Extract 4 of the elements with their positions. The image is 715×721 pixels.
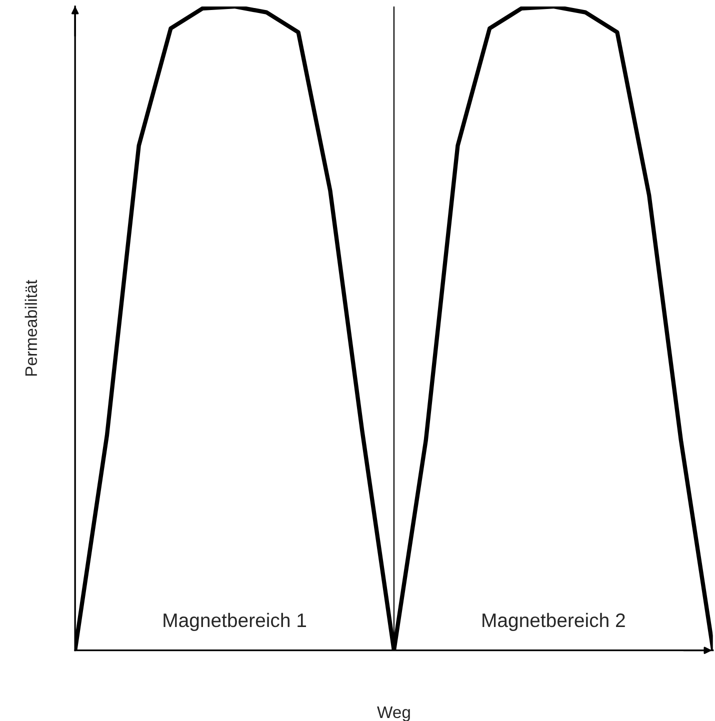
annotation: Magnetbereich 1 — [164, 612, 306, 632]
y-axis-title: Permeabilität — [24, 280, 38, 376]
annotation: Magnetbereich 2 — [482, 612, 625, 632]
x-axis-title: Weg — [377, 706, 410, 721]
